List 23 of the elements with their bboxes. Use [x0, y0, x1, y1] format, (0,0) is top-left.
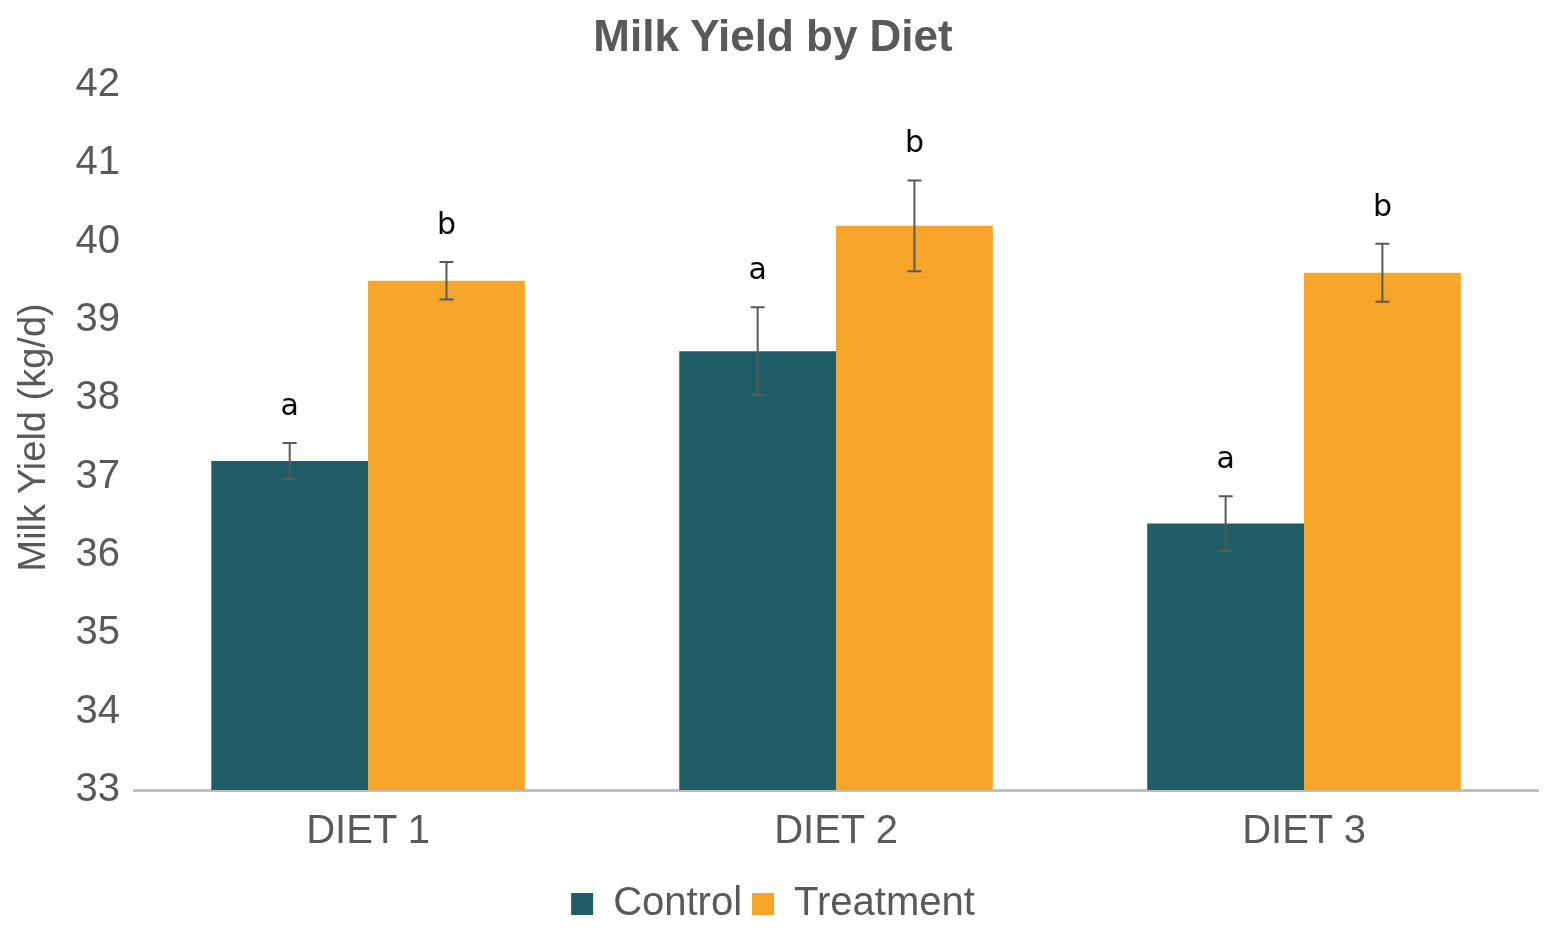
y-tick-label: 39: [75, 294, 121, 339]
y-tick-label: 36: [75, 529, 121, 574]
y-tick-label: 42: [75, 59, 121, 104]
x-tick-label: DIET 3: [1242, 807, 1366, 852]
y-tick-label: 33: [75, 765, 121, 810]
annotation: a: [1216, 439, 1235, 475]
annotation: a: [280, 386, 299, 422]
y-tick-label: 34: [75, 686, 121, 731]
x-tick-label: DIET 2: [774, 807, 898, 852]
y-tick-label: 40: [75, 216, 121, 261]
x-tick-label: DIET 1: [306, 807, 430, 852]
annotation: b: [436, 205, 456, 241]
y-tick-label: 37: [75, 451, 121, 496]
annotation: b: [1372, 187, 1392, 223]
y-tick-label: 41: [75, 138, 121, 183]
legend-label: Treatment: [794, 879, 975, 924]
annotation: b: [904, 124, 924, 160]
chart-title: Milk Yield by Diet: [593, 10, 954, 60]
annotation: a: [748, 251, 767, 287]
y-tick-label: 38: [75, 373, 121, 418]
y-tick-label: 35: [75, 608, 121, 653]
legend-label: Control: [613, 879, 743, 924]
y-axis-title: Milk Yield (kg/d): [11, 303, 54, 572]
